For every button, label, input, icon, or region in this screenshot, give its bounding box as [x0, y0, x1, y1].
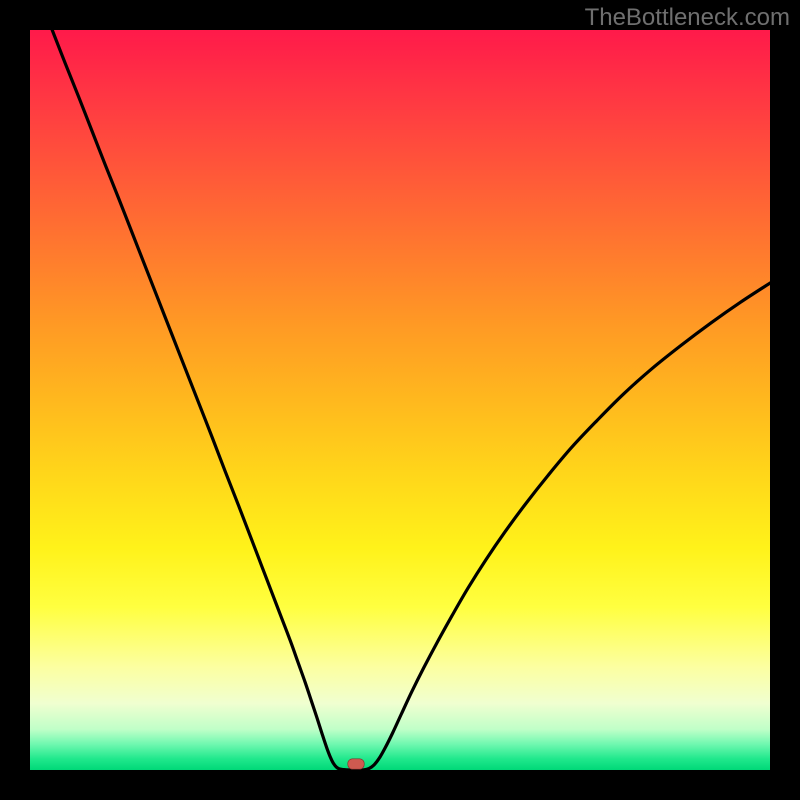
watermark-text: TheBottleneck.com: [585, 4, 790, 32]
bottleneck-marker: [347, 759, 364, 770]
plot-area: [30, 30, 770, 770]
bottleneck-curve: [30, 30, 770, 770]
